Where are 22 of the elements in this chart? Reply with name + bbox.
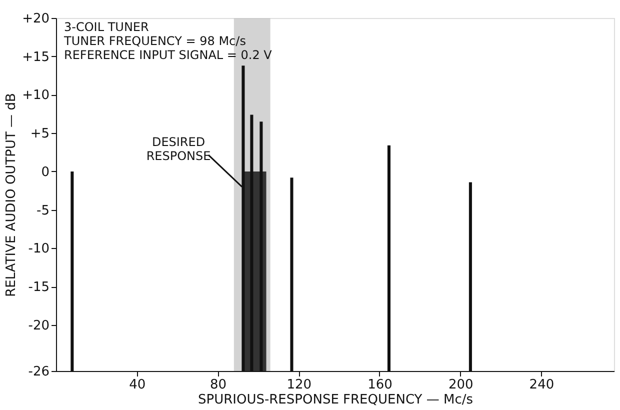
x-tick-label: 240: [529, 378, 554, 392]
y-tick-label: -10: [28, 242, 50, 257]
y-tick-label: -20: [28, 318, 50, 334]
x-tick-label: 160: [368, 378, 392, 392]
y-tick-label: +15: [22, 50, 50, 65]
y-tick-label: -26: [28, 364, 50, 380]
annotation: REFERENCE INPUT SIGNAL = 0.2 V: [64, 48, 273, 62]
annotation: DESIRED RESPONSE: [146, 135, 211, 164]
y-tick-label: +10: [22, 88, 50, 104]
y-axis-title: RELATIVE AUDIO OUTPUT — dB: [4, 93, 20, 297]
y-tick-label: +5: [30, 126, 50, 142]
annotation: TUNER FREQUENCY = 98 Mc/s: [63, 34, 246, 48]
x-tick-label: 80: [210, 378, 227, 392]
annotation: 3-COIL TUNER: [64, 20, 149, 34]
y-tick-label: -5: [36, 203, 50, 218]
x-tick-label: 120: [286, 378, 312, 392]
x-axis-title: SPURIOUS-RESPONSE FREQUENCY — Mc/s: [198, 392, 474, 408]
x-tick-label: 40: [129, 378, 146, 392]
x-tick-label: 200: [448, 378, 474, 392]
y-tick-label: 0: [41, 164, 50, 180]
y-tick-label: -15: [28, 280, 50, 296]
y-tick-label: +20: [22, 12, 50, 26]
